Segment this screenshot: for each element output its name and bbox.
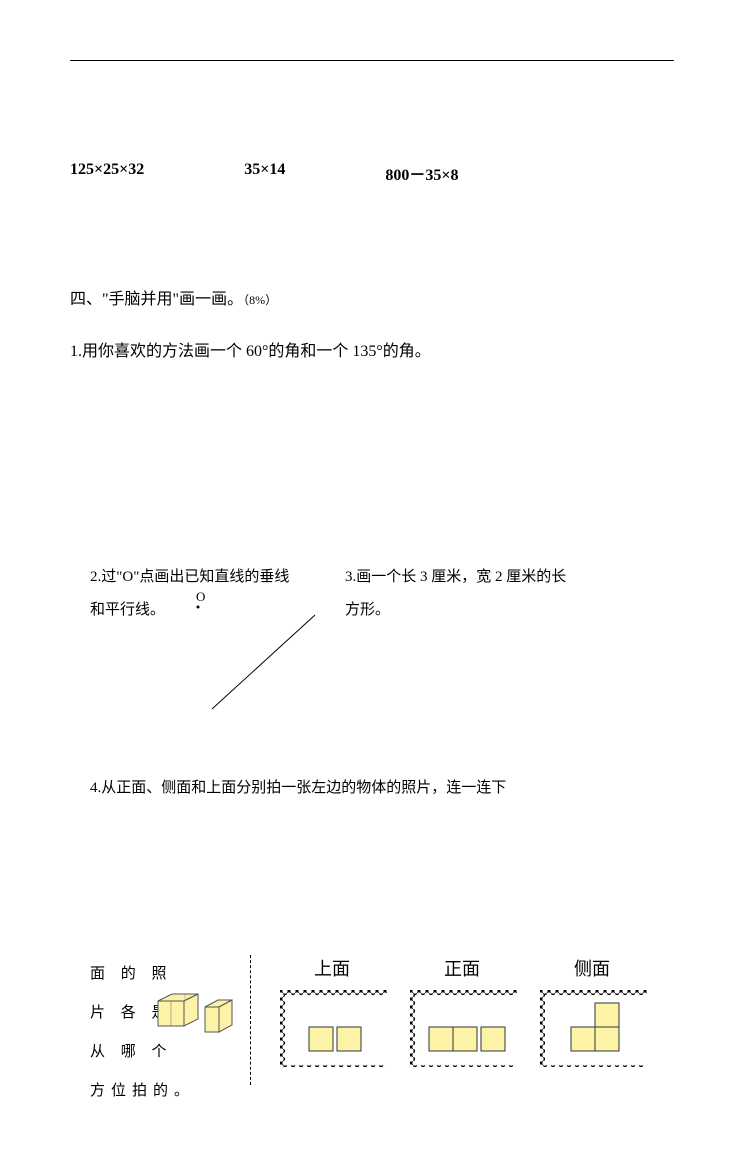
equation-3: 800－35×8 bbox=[385, 161, 458, 185]
label-front: 正面 bbox=[444, 955, 480, 981]
q3-line1: 3.画一个长 3 厘米，宽 2 厘米的长 bbox=[345, 569, 566, 585]
question-3: 3.画一个长 3 厘米，宽 2 厘米的长 方形。 bbox=[345, 561, 674, 627]
frame-top bbox=[277, 987, 387, 1067]
q2-diagram: O bbox=[190, 589, 320, 732]
label-side: 侧面 bbox=[574, 955, 610, 981]
section-4-prefix: 四、"手脑并用"画一画。 bbox=[70, 291, 243, 308]
section-4-score: （8%） bbox=[243, 293, 277, 307]
view-side: 侧面 bbox=[537, 955, 647, 1067]
equation-1: 125×25×32 bbox=[70, 161, 144, 185]
given-line bbox=[212, 615, 315, 709]
cube-left bbox=[158, 994, 198, 1026]
view-top: 上面 bbox=[277, 955, 387, 1067]
q2-line2: 和平行线。 bbox=[90, 602, 165, 618]
q2-line1: 2.过"O"点画出已知直线的垂线 bbox=[90, 569, 289, 585]
views-row: 上面 bbox=[277, 955, 674, 1067]
q4-left-text: 面 的 照 片 各 是 从 哪 个 方位拍的。 bbox=[90, 955, 230, 1111]
question-2: 2.过"O"点画出已知直线的垂线 和平行线。 O bbox=[90, 561, 315, 627]
frame-side bbox=[537, 987, 647, 1067]
q2-q3-row: 2.过"O"点画出已知直线的垂线 和平行线。 O 3.画一个长 3 厘米，宽 2… bbox=[90, 561, 674, 627]
question-1: 1.用你喜欢的方法画一个 60°的角和一个 135°的角。 bbox=[70, 337, 674, 361]
question-4: 面 的 照 片 各 是 从 哪 个 方位拍的。 bbox=[90, 955, 674, 1111]
frame-front bbox=[407, 987, 517, 1067]
section-4-title: 四、"手脑并用"画一画。（8%） bbox=[70, 285, 674, 309]
q4-views: 上面 bbox=[277, 955, 674, 1111]
page: 125×25×32 35×14 800－35×8 四、"手脑并用"画一画。（8%… bbox=[0, 0, 744, 1151]
label-top: 上面 bbox=[314, 955, 350, 981]
cube-object-icon bbox=[150, 989, 245, 1060]
q4-line5: 方位拍的。 bbox=[90, 1083, 195, 1099]
equation-row: 125×25×32 35×14 800－35×8 bbox=[70, 161, 674, 185]
q4-line1: 4.从正面、侧面和上面分别拍一张左边的物体的照片，连一连下 bbox=[90, 772, 674, 805]
dashed-separator bbox=[250, 955, 251, 1085]
point-o-label: O bbox=[196, 589, 205, 604]
view-front: 正面 bbox=[407, 955, 517, 1067]
cube-right bbox=[205, 1000, 232, 1032]
equation-2: 35×14 bbox=[244, 161, 285, 185]
point-o bbox=[197, 606, 200, 609]
q4-line2: 面 的 照 bbox=[90, 966, 173, 982]
top-rule bbox=[70, 60, 674, 61]
q3-line2: 方形。 bbox=[345, 602, 390, 618]
